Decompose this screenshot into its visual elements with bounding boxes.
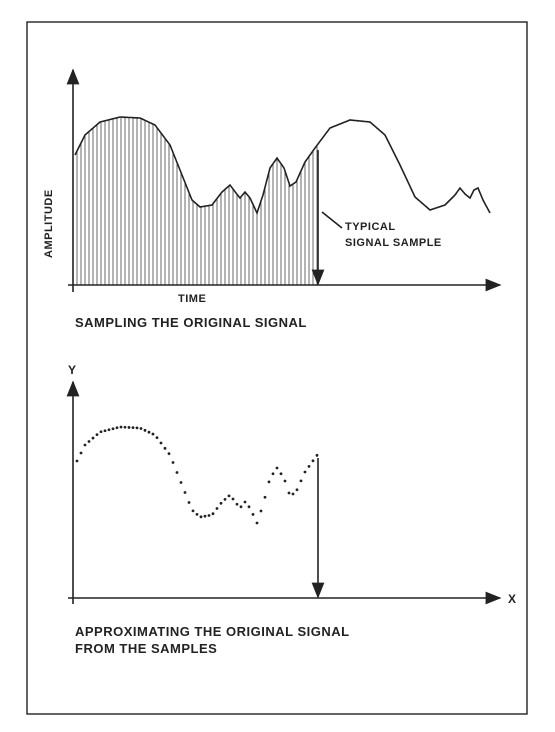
sample-dot xyxy=(99,430,103,434)
sample-dot xyxy=(303,470,307,474)
sample-dot xyxy=(195,512,199,516)
sample-dot xyxy=(107,428,111,432)
y-label: AMPLITUDE xyxy=(43,189,55,258)
sample-dot xyxy=(167,452,171,456)
frame xyxy=(26,21,528,715)
sample-dot xyxy=(271,472,275,476)
sample-dot xyxy=(155,436,159,440)
sample-dot xyxy=(79,451,83,455)
sample-dot xyxy=(219,501,223,505)
sample-dot xyxy=(191,509,195,513)
sample-dot xyxy=(279,472,283,476)
sample-dot xyxy=(227,494,231,498)
sample-dot xyxy=(239,505,243,509)
sample-dot xyxy=(171,461,175,464)
sample-dot xyxy=(215,507,219,510)
caption: APPROXIMATING THE ORIGINAL SIGNAL xyxy=(75,624,350,639)
sample-dot xyxy=(75,459,79,463)
leader-line xyxy=(321,211,343,229)
sample-lines xyxy=(76,117,318,285)
sample-dot xyxy=(127,426,131,429)
sample-dot xyxy=(135,426,139,430)
sample-dot xyxy=(263,495,267,499)
sample-dot xyxy=(247,505,251,509)
sample-dot xyxy=(287,491,291,495)
sample-dot xyxy=(267,480,271,484)
annotation: SIGNAL SAMPLE xyxy=(345,237,442,249)
sample-dot xyxy=(275,466,279,470)
sample-dot xyxy=(243,500,247,504)
sample-dot xyxy=(111,427,115,431)
sample-dot xyxy=(119,425,123,429)
sample-dot xyxy=(255,521,259,525)
sample-dot xyxy=(295,488,299,492)
sample-dot xyxy=(211,512,215,516)
sample-dot xyxy=(179,481,183,484)
signal-curve xyxy=(74,116,491,216)
x-label: TIME xyxy=(178,293,206,305)
sample-dot xyxy=(223,497,227,501)
sample-dot xyxy=(315,453,319,457)
sample-dots xyxy=(75,425,319,525)
sample-dot xyxy=(283,479,287,483)
sample-dot xyxy=(207,514,211,517)
sample-dot xyxy=(87,440,91,443)
sample-dot xyxy=(95,433,99,436)
sample-dot xyxy=(115,426,119,430)
caption: SAMPLING THE ORIGINAL SIGNAL xyxy=(75,315,307,330)
sample-dot xyxy=(83,443,87,447)
sample-dot xyxy=(175,471,179,474)
sample-dot xyxy=(235,502,239,506)
sample-dot xyxy=(299,479,303,483)
sample-dot xyxy=(307,465,311,468)
sample-dot xyxy=(203,514,207,518)
x-label: X xyxy=(508,592,517,606)
sample-dot xyxy=(311,459,315,463)
sample-dot xyxy=(139,427,143,430)
y-label: Y xyxy=(68,363,77,377)
sample-dot xyxy=(151,432,155,436)
sample-dot xyxy=(143,428,147,432)
sample-dot xyxy=(123,425,127,429)
sample-dot xyxy=(231,497,235,501)
sample-dot xyxy=(259,509,263,513)
sample-dot xyxy=(291,492,295,496)
sample-dot xyxy=(183,491,187,494)
sample-dot xyxy=(163,446,167,450)
sample-dot xyxy=(251,513,255,516)
sample-dot xyxy=(159,441,163,445)
sample-dot xyxy=(147,430,151,434)
sample-dot xyxy=(103,429,107,433)
sample-dot xyxy=(187,501,191,504)
annotation: TYPICAL xyxy=(345,221,396,233)
sample-dot xyxy=(91,436,95,440)
sample-dot xyxy=(199,515,203,519)
sample-dot xyxy=(131,426,135,430)
caption: FROM THE SAMPLES xyxy=(75,641,217,656)
